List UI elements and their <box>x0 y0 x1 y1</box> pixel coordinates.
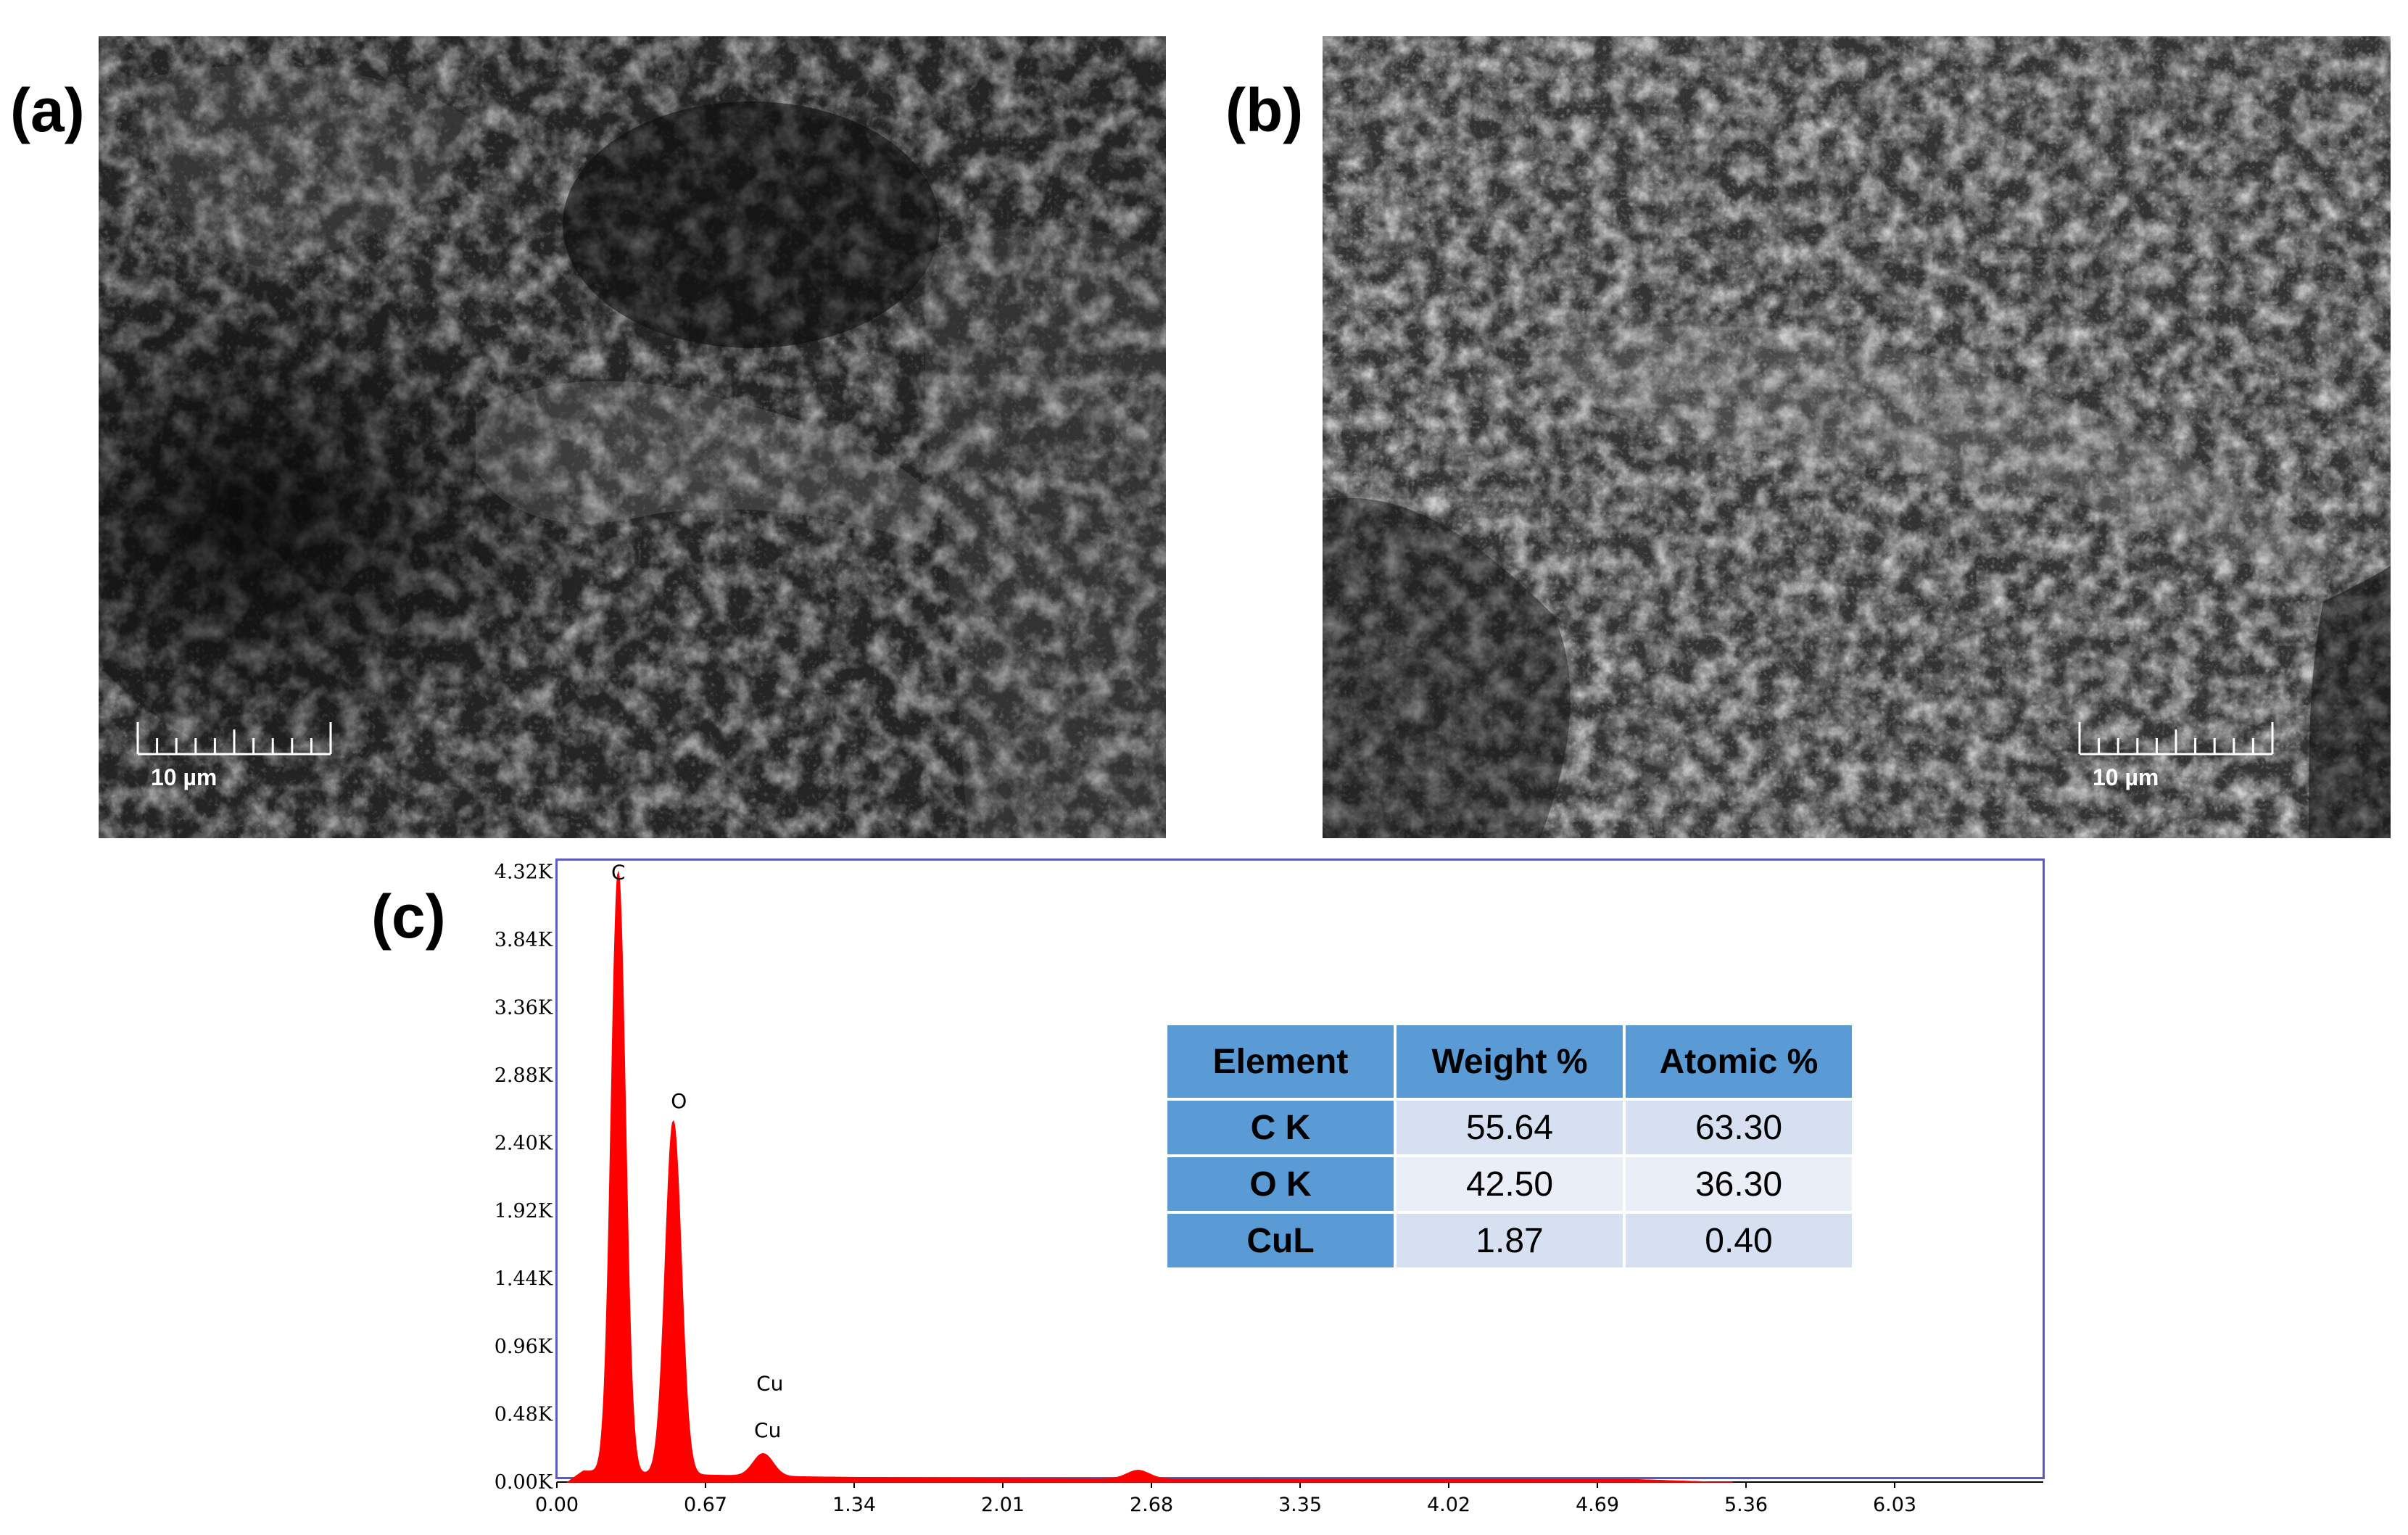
scale-bar-label-b: 10 µm <box>2093 764 2159 790</box>
y-tick-label: 0.00K <box>495 1471 553 1494</box>
spectrum-frame <box>555 858 2045 1479</box>
panel-label-c: (c) <box>371 882 446 951</box>
y-tick-label: 2.88K <box>495 1064 553 1087</box>
cell-weight: 1.87 <box>1397 1214 1623 1267</box>
y-tick-label: 0.48K <box>495 1404 553 1426</box>
x-tick-label: 2.01 <box>981 1494 1025 1516</box>
sem-image-b: 10 µm <box>1323 36 2391 838</box>
cell-element: C K <box>1167 1101 1394 1154</box>
y-tick-label: 2.40K <box>495 1133 553 1155</box>
x-tick-label: 0.00 <box>535 1494 579 1516</box>
cell-weight: 55.64 <box>1397 1101 1623 1154</box>
y-tick-label: 3.84K <box>495 929 553 951</box>
x-tick-label: 4.69 <box>1576 1494 1619 1516</box>
y-tick-label: 3.36K <box>495 997 553 1019</box>
cell-weight: 42.50 <box>1397 1157 1623 1211</box>
cell-atomic: 36.30 <box>1626 1157 1852 1211</box>
spectrum-series <box>566 870 1733 1483</box>
scale-bar-a <box>136 722 332 756</box>
y-tick-label: 0.96K <box>495 1336 553 1358</box>
table-row: O K 42.50 36.30 <box>1167 1157 1852 1211</box>
scale-bar-b <box>2078 722 2274 756</box>
sem-image-a: 10 µm <box>99 36 1166 838</box>
element-composition-table: Element Weight % Atomic % C K 55.64 63.3… <box>1164 1022 1855 1270</box>
header-weight: Weight % <box>1397 1025 1623 1098</box>
sem-texture-a <box>99 36 1166 838</box>
cell-atomic: 63.30 <box>1626 1101 1852 1154</box>
y-tick-label: 1.44K <box>495 1268 553 1291</box>
table-header-row: Element Weight % Atomic % <box>1167 1025 1852 1098</box>
cell-element: CuL <box>1167 1214 1394 1267</box>
x-tick-label: 5.36 <box>1724 1494 1768 1516</box>
scale-bar-label-a: 10 µm <box>151 764 218 790</box>
x-tick-label: 3.35 <box>1278 1494 1322 1516</box>
peak-label: Cu <box>756 1372 783 1396</box>
table-row: CuL 1.87 0.40 <box>1167 1214 1852 1267</box>
y-tick-label: 1.92K <box>495 1200 553 1222</box>
panel-label-b: (b) <box>1225 76 1304 144</box>
peak-label: O <box>671 1089 687 1113</box>
x-tick-label: 6.03 <box>1873 1494 1916 1516</box>
cell-element: O K <box>1167 1157 1394 1211</box>
table-row: C K 55.64 63.30 <box>1167 1101 1852 1154</box>
x-tick-label: 0.67 <box>684 1494 727 1516</box>
panel-label-a: (a) <box>10 76 85 144</box>
x-tick-label: 4.02 <box>1427 1494 1470 1516</box>
cell-atomic: 0.40 <box>1626 1214 1852 1267</box>
peak-label: C <box>611 861 626 885</box>
peak-label: Cu <box>754 1418 781 1442</box>
sem-texture-b <box>1323 36 2391 838</box>
x-tick-label: 2.68 <box>1130 1494 1173 1516</box>
y-tick-label: 4.32K <box>495 861 553 884</box>
header-atomic: Atomic % <box>1626 1025 1852 1098</box>
x-tick-label: 1.34 <box>832 1494 876 1516</box>
header-element: Element <box>1167 1025 1394 1098</box>
